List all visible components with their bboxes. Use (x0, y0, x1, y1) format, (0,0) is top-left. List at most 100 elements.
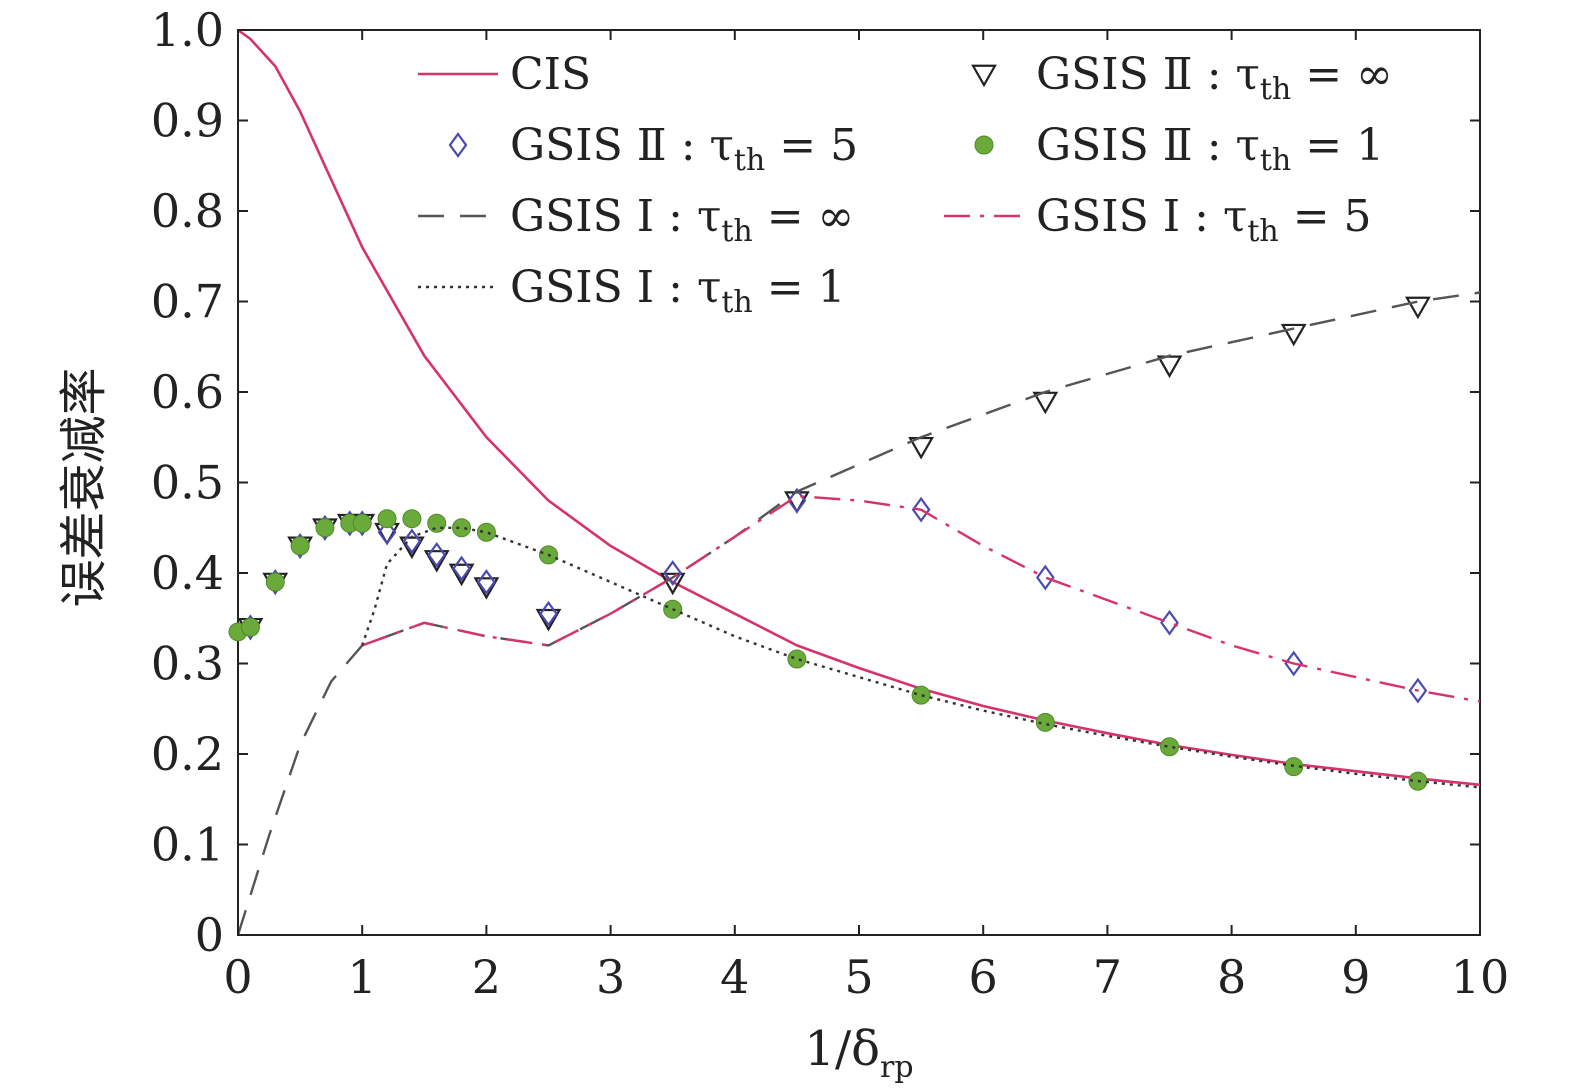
data-point (423, 550, 450, 573)
legend-label: GSIS Ⅰ : τth = 5 (1036, 191, 1372, 249)
y-axis-title: 误差衰减率 (56, 367, 112, 607)
legend-label-sub: th (734, 143, 765, 178)
y-tick-label: 0.3 (151, 637, 224, 691)
legend-marker-sample (971, 64, 997, 88)
x-axis-title-sub: rp (880, 1050, 914, 1085)
x-tick-label: 3 (596, 950, 625, 1004)
data-point (1280, 323, 1307, 347)
series-line (361, 494, 1481, 703)
y-tick-label: 1.0 (151, 3, 224, 57)
data-point (402, 509, 422, 529)
legend-label-tail: = ∞ (1291, 49, 1393, 100)
legend-label-tail: = 1 (1291, 120, 1384, 171)
y-tick-label: 0.5 (151, 456, 224, 510)
data-point (1035, 564, 1055, 591)
series-line (236, 291, 1481, 936)
x-tick-label: 8 (1217, 950, 1246, 1004)
data-point (659, 572, 686, 596)
data-point (787, 649, 807, 669)
data-point (377, 509, 397, 529)
legend-label-main: CIS (510, 49, 591, 100)
x-tick-label: 7 (1093, 950, 1122, 1004)
data-point (452, 555, 471, 582)
x-tick-label: 4 (720, 950, 749, 1004)
x-axis: 0 1 2 3 4 5 6 7 8 9 10 (223, 30, 1509, 1004)
y-tick-label: 0.4 (151, 546, 224, 600)
data-point (539, 600, 558, 627)
data-point (911, 685, 931, 705)
data-point (477, 569, 496, 595)
data-point (452, 518, 472, 538)
series-layer (228, 28, 1481, 936)
data-point (1405, 296, 1431, 320)
series-line (237, 28, 1481, 787)
data-point (911, 496, 931, 523)
legend-item: GSIS Ⅰ : τth = 5 (944, 191, 1372, 249)
data-point (473, 577, 500, 600)
x-tick-label: 5 (844, 950, 873, 1004)
legend-label-sub: th (721, 214, 752, 249)
legend-label: GSIS Ⅰ : τth = 1 (510, 262, 846, 320)
legend-item: GSIS Ⅱ : τth = 5 (448, 120, 858, 178)
legend-label: GSIS Ⅰ : τth = ∞ (510, 191, 854, 249)
y-tick-label: 0.7 (151, 275, 224, 329)
data-point (265, 572, 285, 592)
x-axis-title-main: 1/δ (804, 1021, 880, 1077)
legend-label-tail: = ∞ (753, 191, 855, 242)
legend-label-tail: = 5 (765, 120, 858, 171)
legend-label-main: GSIS Ⅱ : τ (1036, 120, 1260, 171)
series-line (361, 526, 1481, 789)
legend-label-main: GSIS Ⅱ : τ (510, 120, 734, 171)
legend-marker-sample (448, 132, 468, 158)
y-tick-label: 0 (195, 908, 224, 962)
y-tick-label: 0.6 (151, 365, 224, 419)
data-point (1035, 712, 1055, 732)
data-point (315, 518, 335, 538)
data-point (1284, 650, 1304, 677)
x-axis-title: 1/δrp (804, 1021, 913, 1085)
x-tick-label: 1 (348, 950, 377, 1004)
y-tick-label: 0.8 (151, 184, 224, 238)
data-point (448, 563, 475, 587)
series-1 (237, 296, 1431, 641)
legend-label: GSIS Ⅱ : τth = 1 (1036, 120, 1384, 178)
legend-label: GSIS Ⅱ : τth = 5 (510, 120, 858, 178)
y-tick-label: 0.1 (151, 818, 224, 872)
legend-item: GSIS Ⅱ : τth = ∞ (971, 49, 1393, 107)
legend-label-sub: th (1247, 214, 1278, 249)
data-point (1408, 677, 1428, 704)
legend-label: CIS (510, 49, 591, 100)
x-tick-label: 6 (969, 950, 998, 1004)
data-point (1156, 355, 1183, 379)
data-point (240, 617, 260, 637)
data-point (535, 608, 562, 632)
series-5 (361, 494, 1481, 703)
x-tick-label: 10 (1451, 950, 1510, 1004)
legend-label-sub: th (721, 285, 752, 320)
legend-label: GSIS Ⅱ : τth = ∞ (1036, 49, 1393, 107)
data-point (427, 513, 447, 533)
legend-item: GSIS Ⅱ : τth = 1 (974, 120, 1384, 178)
legend-label-sub: th (1260, 143, 1291, 178)
legend-label-tail: = 5 (1279, 191, 1372, 242)
legend-item: CIS (418, 49, 591, 100)
data-point (1160, 737, 1179, 757)
data-point (290, 536, 310, 556)
legend-item: GSIS Ⅰ : τth = 1 (418, 262, 846, 320)
x-tick-label: 9 (1341, 950, 1370, 1004)
y-axis: 0 0.1 0.2 0.3 0.4 0.5 0.6 0.7 0.8 0.9 1.0 (151, 3, 1480, 962)
data-point (402, 528, 422, 555)
legend-item: GSIS Ⅰ : τth = ∞ (418, 191, 854, 249)
series-0 (237, 28, 1481, 787)
data-point (352, 513, 372, 533)
data-point (427, 542, 447, 568)
legend-label-main: GSIS Ⅰ : τ (1036, 191, 1247, 242)
data-point (663, 560, 683, 586)
y-tick-label: 0.2 (151, 727, 224, 781)
legend-marker-sample (974, 135, 994, 155)
legend-label-main: GSIS Ⅰ : τ (510, 262, 721, 313)
data-point (377, 519, 397, 546)
legend: CIS GSIS Ⅱ : τth = ∞GSIS Ⅱ : τth = 5 GSIS … (418, 49, 1393, 320)
x-tick-label: 0 (223, 950, 252, 1004)
